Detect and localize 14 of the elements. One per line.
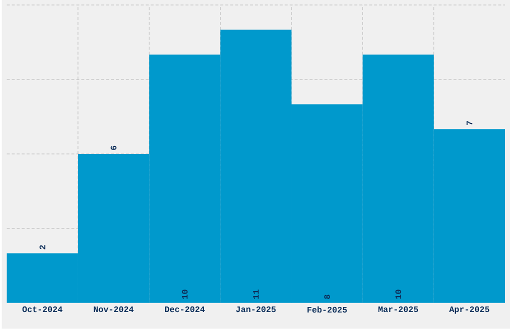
data-label: 8	[324, 294, 330, 300]
data-label: 2	[40, 245, 46, 250]
x-tick-label: Jan-2025	[236, 306, 276, 312]
x-tick-label: Feb-2025	[308, 306, 347, 313]
x-tick-label: Mar-2025	[378, 306, 418, 312]
data-label: 6	[110, 146, 116, 150]
x-tick-label: Dec-2024	[165, 306, 205, 312]
x-tick-label: Apr-2025	[449, 306, 490, 314]
data-label: 7	[466, 121, 472, 126]
data-label: 11	[253, 290, 259, 299]
data-label: 10	[182, 290, 188, 299]
x-tick-label: Oct-2024	[22, 306, 62, 312]
data-label: 10	[395, 290, 402, 299]
x-tick-label: Nov-2024	[94, 306, 134, 312]
